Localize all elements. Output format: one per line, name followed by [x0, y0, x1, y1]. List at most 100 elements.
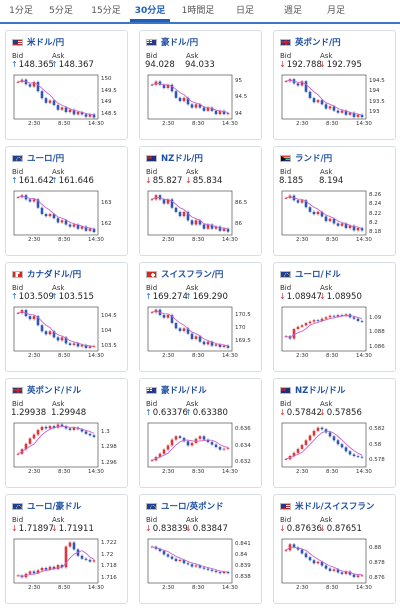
card-title[interactable]: 英ポンド/ドル: [12, 384, 81, 396]
timeframe-tabs: 1分足 5分足 15分足 30分足 1時間足 日足 週足 月足: [0, 0, 400, 24]
pair-name[interactable]: 英ポンド/ドル: [27, 386, 82, 396]
candle-body: [44, 331, 48, 335]
tab-6[interactable]: 週足: [283, 6, 302, 16]
tab-0[interactable]: 1分足: [9, 6, 33, 16]
mini-chart[interactable]: 104.5 104 103.5 2:30 8:30 14:30: [12, 305, 124, 363]
rate-card[interactable]: 英ポンド/ドル Bid Ask 1.29938 1.29948 1.3 1.298 1.296…: [5, 378, 128, 488]
ca-flag-icon: [12, 270, 23, 278]
card-title[interactable]: 米ドル/スイスフラン: [280, 500, 374, 512]
mini-chart[interactable]: 194.5 194 193.5 193 2:30 8:30 14:30: [280, 73, 392, 131]
mini-chart[interactable]: 1.3 1.298 1.296 2:30 8:30 14:30: [12, 421, 124, 479]
x-tick-label: 14:30: [222, 237, 238, 243]
mini-chart[interactable]: 0.636 0.634 0.632 2:30 8:30 14:30: [146, 421, 258, 479]
card-title[interactable]: ユーロ/豪ドル: [12, 500, 81, 512]
y-tick-label: 148.5: [101, 110, 117, 117]
tab-2[interactable]: 15分足: [91, 6, 121, 16]
candle-body: [158, 81, 162, 85]
rate-card[interactable]: 豪ドル/円 Bid Ask 94.028 94.033 95 94.5 94 2:30 8:30 1…: [139, 30, 262, 140]
pair-name[interactable]: NZドル/円: [161, 154, 203, 164]
card-title[interactable]: カナダドル/円: [12, 268, 81, 280]
card-title[interactable]: 豪ドル/ドル: [146, 384, 207, 396]
bid-price: ↓0.83839: [145, 524, 188, 534]
bid-label: Bid: [12, 284, 24, 292]
pair-name[interactable]: ユーロ/豪ドル: [27, 502, 82, 512]
card-title[interactable]: ユーロ/英ポンド: [146, 500, 224, 512]
pair-name[interactable]: ランド/円: [295, 154, 333, 164]
arrow-up-icon: ↑: [145, 292, 152, 301]
bid-label: Bid: [146, 400, 158, 408]
card-title[interactable]: 英ポンド/円: [280, 36, 341, 48]
candle-body: [56, 105, 60, 110]
rate-card[interactable]: NZドル/円 Bid Ask ↓85.827 ↓85.834 86.5 86 2:30 8:30…: [139, 146, 262, 256]
candle-body: [340, 110, 344, 113]
rate-card[interactable]: ユーロ/円 Bid Ask ↑161.642 ↑161.646 163 162 2:30 8:3…: [5, 146, 128, 256]
tab-5[interactable]: 日足: [235, 6, 254, 16]
x-tick-label: 2:30: [28, 585, 41, 591]
candle-body: [150, 199, 154, 201]
tab-1[interactable]: 5分足: [49, 6, 73, 16]
mini-chart[interactable]: 95 94.5 94 2:30 8:30 14:30: [146, 73, 258, 131]
rate-card[interactable]: ユーロ/ドル Bid Ask ↓1.08947 ↓1.08950 1.09 1.088 1.0…: [273, 262, 396, 372]
pair-name[interactable]: ユーロ/ドル: [295, 270, 341, 280]
bid-price-value: 103.509: [18, 292, 54, 302]
chart-svg: [147, 190, 233, 236]
pair-name[interactable]: 豪ドル/ドル: [161, 386, 207, 396]
ask-price: ↓192.795: [319, 60, 362, 70]
mini-chart[interactable]: 163 162 2:30 8:30 14:30: [12, 189, 124, 247]
rate-card[interactable]: ランド/円 Bid Ask 8.185 8.194 8.26 8.24 8.22 8.2 8.18…: [273, 146, 396, 256]
pair-name[interactable]: カナダドル/円: [27, 270, 82, 280]
mini-chart[interactable]: 1.09 1.088 1.086 2:30 8:30 14:30: [280, 305, 392, 363]
card-title[interactable]: ユーロ/円: [12, 152, 64, 164]
tab-4[interactable]: 1時間足: [181, 6, 215, 16]
candle-body: [32, 199, 36, 202]
rate-card[interactable]: カナダドル/円 Bid Ask ↑103.509 ↑103.515 104.5 104 103…: [5, 262, 128, 372]
pair-name[interactable]: 米ドル/円: [27, 38, 65, 48]
pair-name[interactable]: 豪ドル/円: [161, 38, 199, 48]
pair-name[interactable]: ユーロ/円: [27, 154, 65, 164]
rate-card[interactable]: 米ドル/スイスフラン Bid Ask ↓0.87636 ↓0.87651 0.88 0.87…: [273, 494, 396, 604]
mini-chart[interactable]: 170.5 170 169.5 2:30 8:30 14:30: [146, 305, 258, 363]
candle-body: [72, 427, 76, 430]
tab-7[interactable]: 月足: [326, 6, 345, 16]
rate-card[interactable]: NZドル/ドル Bid Ask ↓0.57842 ↓0.57856 0.582 0.58 0.…: [273, 378, 396, 488]
x-tick-label: 8:30: [58, 353, 71, 359]
candle-body: [44, 98, 48, 103]
card-title[interactable]: 豪ドル/円: [146, 36, 198, 48]
us-flag-icon: [280, 502, 291, 510]
pair-name[interactable]: 米ドル/スイスフラン: [295, 502, 375, 512]
card-title[interactable]: ユーロ/ドル: [280, 268, 341, 280]
card-title[interactable]: スイスフラン/円: [146, 268, 223, 280]
pair-name[interactable]: 英ポンド/円: [295, 38, 341, 48]
pair-name[interactable]: スイスフラン/円: [161, 270, 224, 280]
ask-label: Ask: [52, 52, 65, 60]
candle-body: [344, 571, 348, 574]
mini-chart[interactable]: 1.722 1.72 1.718 1.716 2:30 8:30 14:30: [12, 537, 124, 595]
card-title[interactable]: NZドル/ドル: [280, 384, 345, 396]
mini-chart[interactable]: 86.5 86 2:30 8:30 14:30: [146, 189, 258, 247]
mini-chart[interactable]: 150 149.5 149 148.5 2:30 8:30 14:30: [12, 73, 124, 131]
candle-body: [162, 551, 166, 555]
card-title[interactable]: ランド/円: [280, 152, 332, 164]
rate-card[interactable]: 米ドル/円 Bid Ask ↑148.365 ↑148.367 150 149.5 149 14…: [5, 30, 128, 140]
mini-chart[interactable]: 0.582 0.58 0.578 2:30 8:30 14:30: [280, 421, 392, 479]
arrow-down-icon: ↓: [279, 60, 286, 69]
pair-name[interactable]: NZドル/ドル: [295, 386, 346, 396]
card-title[interactable]: 米ドル/円: [12, 36, 64, 48]
mini-chart[interactable]: 0.841 0.84 0.839 0.838 2:30 8:30 14:30: [146, 537, 258, 595]
mini-chart[interactable]: 0.88 0.878 0.876 2:30 8:30 14:30: [280, 537, 392, 595]
candle-body: [80, 112, 84, 115]
rate-card[interactable]: 英ポンド/円 Bid Ask ↓192.788 ↓192.795 194.5 194 193.…: [273, 30, 396, 140]
rate-card[interactable]: ユーロ/英ポンド Bid Ask ↓0.83839 ↓0.83847 0.841 0.84 0…: [139, 494, 262, 604]
card-title[interactable]: NZドル/円: [146, 152, 203, 164]
pair-name[interactable]: ユーロ/英ポンド: [161, 502, 224, 512]
rate-card[interactable]: 豪ドル/ドル Bid Ask ↑0.63376 ↑0.63380 0.636 0.634 0.…: [139, 378, 262, 488]
rate-card[interactable]: ユーロ/豪ドル Bid Ask ↓1.71897 ↓1.71911 1.722 1.72 1.…: [5, 494, 128, 604]
tab-3[interactable]: 30分足: [130, 0, 170, 22]
mini-chart[interactable]: 8.26 8.24 8.22 8.2 8.18 2:30 8:30 14:30: [280, 189, 392, 247]
rate-card[interactable]: スイスフラン/円 Bid Ask ↑169.274 ↑169.290 170.5 170 16…: [139, 262, 262, 372]
y-tick-label: 86.5: [235, 200, 248, 207]
candle-body: [356, 575, 360, 577]
x-tick-label: 8:30: [58, 585, 71, 591]
candle-body: [332, 106, 336, 111]
candle-body: [182, 97, 186, 102]
